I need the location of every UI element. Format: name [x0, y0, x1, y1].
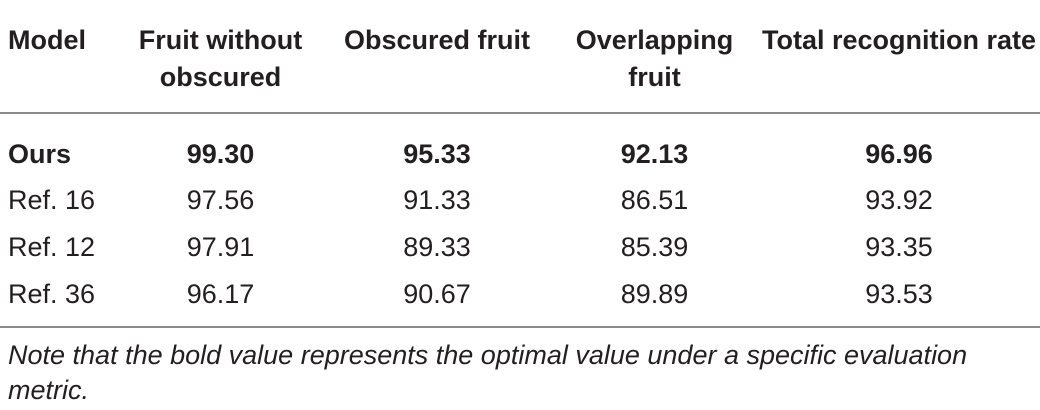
- cell-overlapping: 85.39: [620, 232, 689, 262]
- header-rule: [0, 112, 1040, 114]
- results-table: Model Fruit without obscured Obscured fr…: [0, 8, 1040, 318]
- cell-obscured: 95.33: [403, 139, 471, 169]
- cell-model: Ref. 16: [8, 185, 96, 215]
- header-row: Model Fruit without obscured Obscured fr…: [0, 8, 1040, 120]
- cell-without-obscured: 99.30: [186, 139, 255, 169]
- cell-model: Ref. 12: [8, 232, 96, 262]
- cell-overlapping: 89.89: [620, 279, 689, 309]
- cell-without-obscured: 97.56: [186, 185, 255, 215]
- col-header-total-recognition-rate: Total recognition rate: [761, 25, 1037, 55]
- cell-without-obscured: 97.91: [186, 232, 255, 262]
- cell-without-obscured: 96.17: [186, 279, 255, 309]
- table-row: Ref. 16 97.56 91.33 86.51 93.92: [0, 177, 1040, 224]
- col-header-fruit-without-obscured: Fruit without obscured: [138, 25, 303, 92]
- col-header-obscured-fruit: Obscured fruit: [343, 25, 531, 55]
- table-row: Ours 99.30 95.33 92.13 96.96: [0, 120, 1040, 177]
- table-footnote: Note that the bold value represents the …: [8, 340, 968, 405]
- cell-model: Ours: [8, 139, 72, 169]
- col-header-overlapping-fruit: Overlapping fruit: [575, 25, 734, 92]
- cell-model: Ref. 36: [8, 279, 96, 309]
- bottom-rule: [0, 326, 1040, 328]
- col-header-model: Model: [8, 25, 86, 55]
- table-row: Ref. 12 97.91 89.33 85.39 93.35: [0, 224, 1040, 271]
- cell-total: 93.35: [865, 232, 933, 262]
- table-row: Ref. 36 96.17 90.67 89.89 93.53: [0, 271, 1040, 318]
- cell-overlapping: 86.51: [620, 185, 689, 215]
- cell-total: 93.92: [865, 185, 933, 215]
- cell-total: 96.96: [865, 139, 933, 169]
- cell-total: 93.53: [865, 279, 933, 309]
- cell-overlapping: 92.13: [620, 139, 689, 169]
- cell-obscured: 91.33: [403, 185, 471, 215]
- cell-obscured: 89.33: [403, 232, 471, 262]
- cell-obscured: 90.67: [403, 279, 471, 309]
